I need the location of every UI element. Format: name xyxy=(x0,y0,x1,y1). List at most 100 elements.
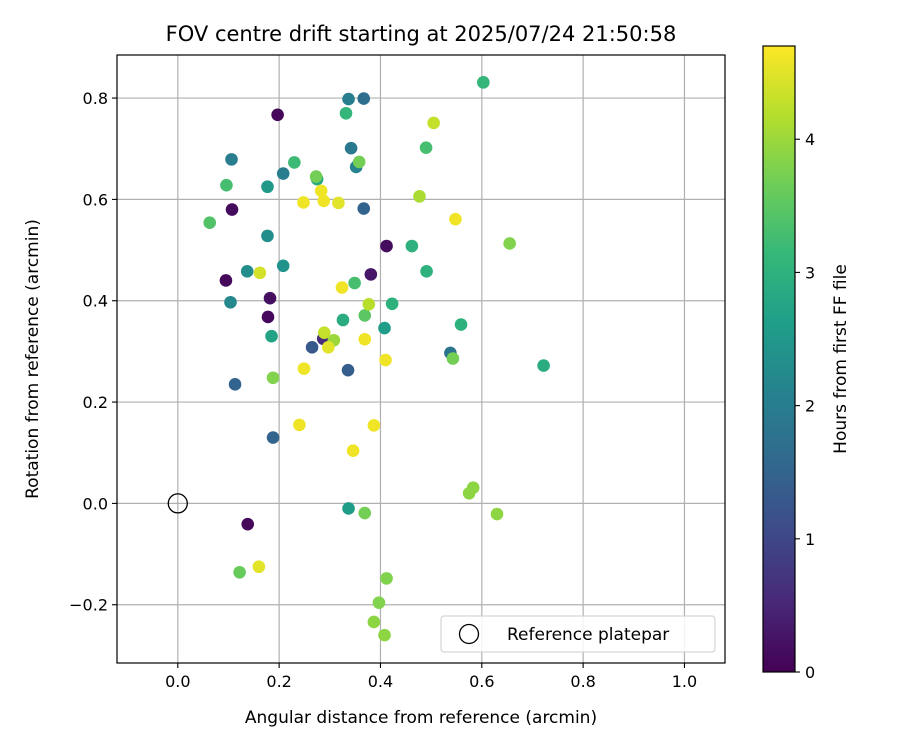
reference-marker xyxy=(167,493,188,514)
scatter-point xyxy=(342,92,355,106)
colorbar-tick-label: 4 xyxy=(805,130,815,149)
y-tick-label: −0.2 xyxy=(69,596,108,615)
scatter-point xyxy=(241,517,255,531)
legend: Reference platepar xyxy=(440,615,716,653)
scatter-point xyxy=(367,615,381,629)
scatter-point xyxy=(380,239,393,253)
scatter-point xyxy=(288,156,301,169)
reference-point xyxy=(167,493,188,514)
colorbar: 0 1 2 3 4 Hours from first FF file xyxy=(762,45,851,682)
colorbar-label: Hours from first FF file xyxy=(831,264,851,454)
scatter-point xyxy=(358,309,372,322)
scatter-point xyxy=(339,106,353,120)
legend-label-reference: Reference platepar xyxy=(507,625,669,645)
scatter-point xyxy=(317,194,331,208)
scatter-point xyxy=(309,170,323,183)
x-tick-label: 0.2 xyxy=(266,672,291,691)
scatter-point xyxy=(219,274,233,287)
scatter-point xyxy=(358,506,372,520)
colorbar-tick-label: 3 xyxy=(805,263,815,282)
scatter-point xyxy=(266,371,280,385)
scatter-point xyxy=(220,178,233,192)
scatter-point xyxy=(261,229,274,243)
scatter-point xyxy=(265,329,278,343)
scatter-point xyxy=(297,362,311,375)
scatter-point xyxy=(358,332,372,346)
scatter-point xyxy=(537,359,550,372)
scatter-point xyxy=(357,92,371,105)
scatter-point xyxy=(253,266,267,280)
scatter-point xyxy=(344,141,358,155)
scatter-point xyxy=(372,596,386,610)
colorbar-tick-label: 1 xyxy=(805,530,815,549)
scatter-point xyxy=(454,318,468,331)
scatter-point xyxy=(266,431,280,444)
scatter-point xyxy=(378,321,391,335)
scatter-point xyxy=(297,196,310,209)
scatter-point xyxy=(203,216,217,230)
scatter-point xyxy=(503,237,516,250)
scatter-point xyxy=(490,507,504,521)
y-axis: −0.2 0.0 0.2 0.4 0.6 0.8 xyxy=(69,89,117,615)
scatter-point xyxy=(427,116,440,130)
scatter-point xyxy=(336,313,350,327)
scatter-point xyxy=(446,352,460,365)
y-tick-label: 0.2 xyxy=(83,393,108,412)
scatter-points xyxy=(203,76,550,642)
scatter-point xyxy=(405,239,419,253)
x-tick-label: 0.6 xyxy=(469,672,494,691)
chart-title: FOV centre drift starting at 2025/07/24 … xyxy=(166,22,677,46)
scatter-point xyxy=(261,310,275,324)
scatter-point xyxy=(420,265,433,278)
scatter-point xyxy=(362,297,376,311)
scatter-point xyxy=(321,341,335,354)
y-tick-label: 0.6 xyxy=(83,190,108,209)
scatter-point xyxy=(263,291,277,305)
colorbar-tick-label: 2 xyxy=(805,397,815,416)
x-tick-label: 0.8 xyxy=(570,672,595,691)
grid xyxy=(117,55,725,663)
scatter-point xyxy=(466,481,480,494)
legend-box xyxy=(440,615,716,653)
scatter-point xyxy=(317,326,331,339)
scatter-point xyxy=(271,108,284,122)
y-tick-label: 0.0 xyxy=(83,494,108,513)
colorbar-gradient xyxy=(762,45,796,673)
scatter-point xyxy=(346,444,360,458)
x-tick-label: 0.0 xyxy=(165,672,190,691)
scatter-point xyxy=(225,153,238,166)
scatter-point xyxy=(380,572,393,585)
scatter-point xyxy=(261,180,274,194)
scatter-point xyxy=(378,628,391,642)
scatter-point xyxy=(252,560,266,574)
scatter-point xyxy=(449,212,462,226)
scatter-point xyxy=(419,141,433,155)
scatter-point xyxy=(367,419,381,432)
colorbar-tick-label: 0 xyxy=(805,663,815,682)
scatter-point xyxy=(348,276,361,290)
x-axis: 0.0 0.2 0.4 0.6 0.8 1.0 xyxy=(165,663,697,691)
scatter-point xyxy=(314,184,328,198)
scatter-point xyxy=(364,268,378,281)
scatter-point xyxy=(477,76,490,89)
scatter-point xyxy=(276,167,290,180)
x-axis-label: Angular distance from reference (arcmin) xyxy=(245,708,597,728)
scatter-point xyxy=(379,353,392,367)
scatter-point xyxy=(233,566,246,579)
scatter-point xyxy=(341,363,355,377)
x-tick-label: 0.4 xyxy=(368,672,393,691)
x-tick-label: 1.0 xyxy=(672,672,697,691)
scatter-point xyxy=(352,155,366,169)
scatter-point xyxy=(335,281,349,294)
scatter-point xyxy=(225,203,239,216)
legend-marker-reference xyxy=(458,623,480,645)
scatter-point xyxy=(228,378,242,391)
colorbar-ticks: 0 1 2 3 4 xyxy=(795,130,815,682)
y-axis-label: Rotation from reference (arcmin) xyxy=(23,219,43,499)
scatter-point xyxy=(224,295,237,309)
y-tick-label: 0.8 xyxy=(83,89,108,108)
scatter-point xyxy=(240,265,254,278)
y-tick-label: 0.4 xyxy=(83,292,108,311)
